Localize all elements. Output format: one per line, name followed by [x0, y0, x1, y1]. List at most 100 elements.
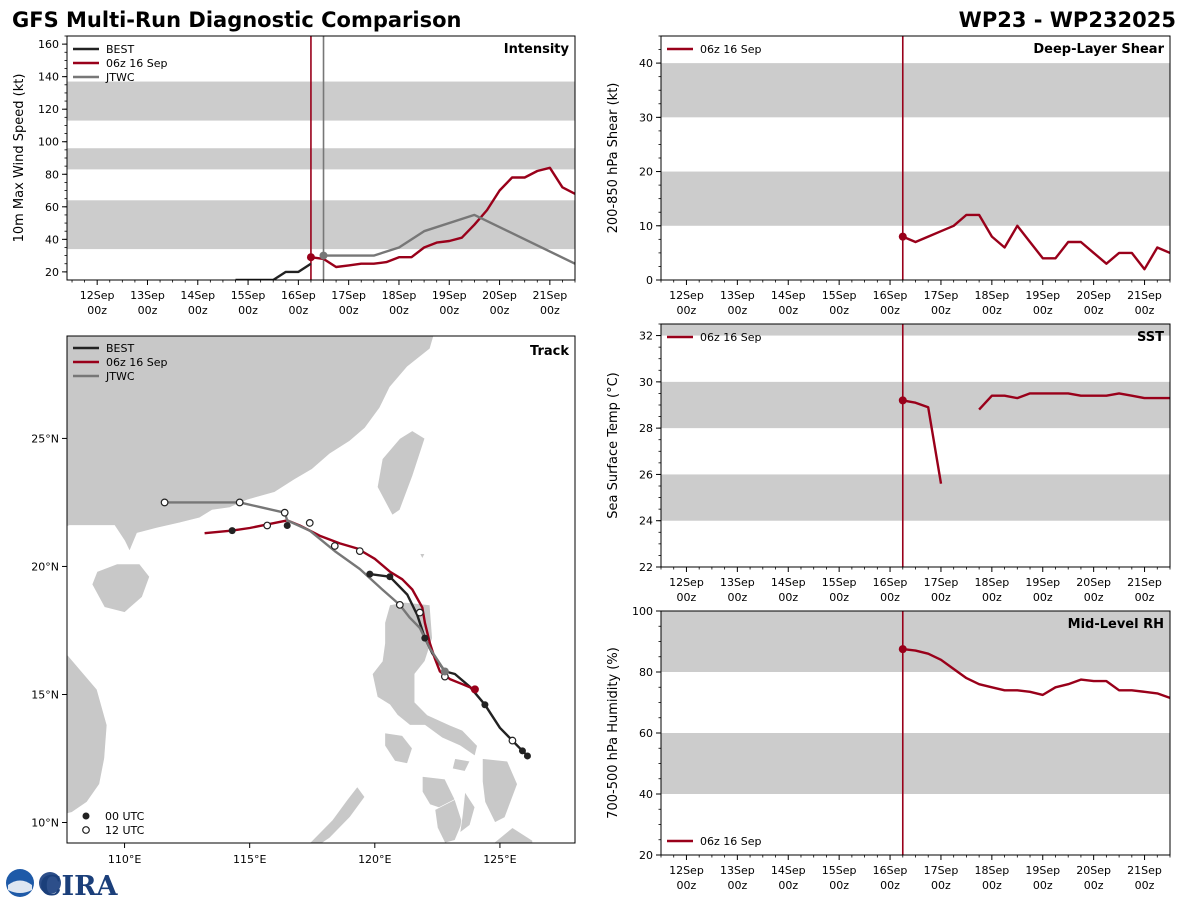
shear-init-marker	[898, 232, 907, 241]
batanes-island	[419, 553, 426, 560]
sst-xtick-label: 00z	[677, 591, 697, 604]
sst-xtick-label: 13Sep	[720, 576, 755, 589]
mindoro-island	[384, 732, 413, 765]
shear-legend-label: 06z 16 Sep	[700, 43, 762, 56]
rh-ytick-label: 100	[632, 605, 653, 618]
sst-series-line	[902, 399, 943, 484]
rh-xtick-label: 12Sep	[669, 864, 704, 877]
intensity-panel-title: Intensity	[504, 42, 570, 57]
track-point-00utc	[283, 521, 291, 529]
track-point-12utc	[160, 498, 169, 507]
intensity-xtick-label: 19Sep	[432, 289, 467, 302]
track-marker-legend-label: 12 UTC	[105, 824, 145, 837]
shear-xtick-label: 19Sep	[1025, 289, 1060, 302]
intensity-ytick-label: 120	[38, 103, 59, 116]
rh-panel-title: Mid-Level RH	[1068, 617, 1164, 632]
intensity-xtick-label: 12Sep	[80, 289, 115, 302]
shear-ytick-label: 20	[639, 166, 653, 179]
rh-threshold-band	[661, 733, 1170, 794]
shear-xtick-label: 12Sep	[669, 289, 704, 302]
shear-xtick-label: 16Sep	[873, 289, 908, 302]
intensity-xtick-label: 00z	[87, 304, 107, 317]
sst-xtick-label: 00z	[982, 591, 1002, 604]
shear-axes-frame	[660, 35, 1171, 281]
track-point-00utc	[481, 701, 489, 709]
samar-leyte-islands	[482, 758, 518, 823]
track-legend-label: 06z 16 Sep	[106, 356, 168, 369]
rh-panel: 20 40 60 80 100 12Sep 00z 13Sep 00z 14Sep 00z 15Sep…	[606, 605, 1171, 892]
palawan-island	[309, 786, 366, 843]
negros-island	[434, 799, 463, 843]
intensity-xtick-label: 18Sep	[382, 289, 417, 302]
rh-xtick-label: 16Sep	[873, 864, 908, 877]
globe-icon	[39, 872, 61, 894]
track-legend-label: JTWC	[105, 370, 135, 383]
sst-panel: 22 24 26 28 30 32 12Sep 00z 13Sep 00z 14Sep 00z 15Se…	[606, 323, 1171, 604]
rh-xtick-label: 13Sep	[720, 864, 755, 877]
cira-logo: CIRA	[6, 869, 119, 900]
rh-ylabel: 700-500 hPa Humidity (%)	[606, 647, 621, 819]
shear-xtick-label: 00z	[1135, 304, 1155, 317]
figure-title: GFS Multi-Run Diagnostic Comparison	[12, 8, 461, 32]
track-xtick-label: 110°E	[108, 853, 141, 866]
track-point-12utc	[235, 498, 244, 507]
rh-xtick-label: 00z	[982, 879, 1002, 892]
mindanao-island	[462, 827, 534, 843]
hainan-island	[91, 563, 150, 613]
rh-legend-label: 06z 16 Sep	[700, 835, 762, 848]
sst-xtick-label: 20Sep	[1076, 576, 1111, 589]
shear-panel: 0 10 20 30 40 12Sep 00z 13Sep 00z 14Sep 00z 15Sep 00…	[606, 35, 1171, 317]
intensity-init-marker	[319, 251, 328, 260]
shear-xtick-label: 00z	[880, 304, 900, 317]
storm-id-title: WP23 - WP232025	[959, 8, 1176, 32]
track-point-12utc	[280, 508, 289, 517]
intensity-xtick-label: 00z	[490, 304, 510, 317]
indochina-landmass	[67, 653, 108, 814]
intensity-ytick-label: 40	[45, 233, 59, 246]
sst-xtick-label: 00z	[1033, 591, 1053, 604]
intensity-xtick-label: 15Sep	[231, 289, 266, 302]
track-point-12utc	[355, 547, 364, 555]
intensity-xtick-label: 00z	[439, 304, 459, 317]
sst-xtick-label: 00z	[1084, 591, 1104, 604]
sst-threshold-band	[661, 381, 1170, 429]
intensity-threshold-band	[67, 200, 575, 250]
intensity-ytick-label: 160	[38, 38, 59, 51]
intensity-series-line	[323, 213, 575, 265]
sst-init-marker	[898, 396, 907, 405]
intensity-xtick-label: 00z	[540, 304, 560, 317]
shear-threshold-band	[661, 63, 1170, 118]
track-point-12utc	[263, 521, 272, 530]
intensity-xtick-label: 00z	[288, 304, 308, 317]
shear-xtick-label: 15Sep	[822, 289, 857, 302]
shear-panel-title: Deep-Layer Shear	[1033, 42, 1164, 57]
shear-xtick-label: 13Sep	[720, 289, 755, 302]
track-legend-label: BEST	[106, 342, 134, 355]
rh-xtick-label: 19Sep	[1025, 864, 1060, 877]
sst-xtick-label: 18Sep	[974, 576, 1009, 589]
cebu-island	[459, 790, 476, 834]
shear-xtick-label: 17Sep	[924, 289, 959, 302]
rh-xtick-label: 00z	[1084, 879, 1104, 892]
track-xtick-label: 120°E	[358, 853, 391, 866]
rh-xtick-label: 00z	[931, 879, 951, 892]
shear-ytick-label: 30	[639, 111, 653, 124]
track-ytick-label: 10°N	[31, 817, 59, 830]
shear-threshold-band	[661, 171, 1170, 226]
rh-init-marker	[898, 645, 907, 654]
rh-ytick-label: 60	[639, 727, 653, 740]
shear-xtick-label: 00z	[778, 304, 798, 317]
shear-xtick-label: 00z	[982, 304, 1002, 317]
shear-ytick-label: 10	[639, 220, 653, 233]
track-point-12utc	[395, 600, 404, 609]
sst-ytick-label: 24	[639, 515, 653, 528]
intensity-series-line	[235, 262, 312, 280]
intensity-xtick-label: 16Sep	[281, 289, 316, 302]
sst-xtick-label: 00z	[880, 591, 900, 604]
track-point-12utc	[415, 608, 424, 617]
rh-xtick-label: 00z	[677, 879, 697, 892]
track-marker-legend-label: 00 UTC	[105, 810, 145, 823]
sst-xtick-label: 17Sep	[924, 576, 959, 589]
sst-axes-frame	[660, 323, 1171, 568]
intensity-axes-frame	[66, 35, 576, 281]
